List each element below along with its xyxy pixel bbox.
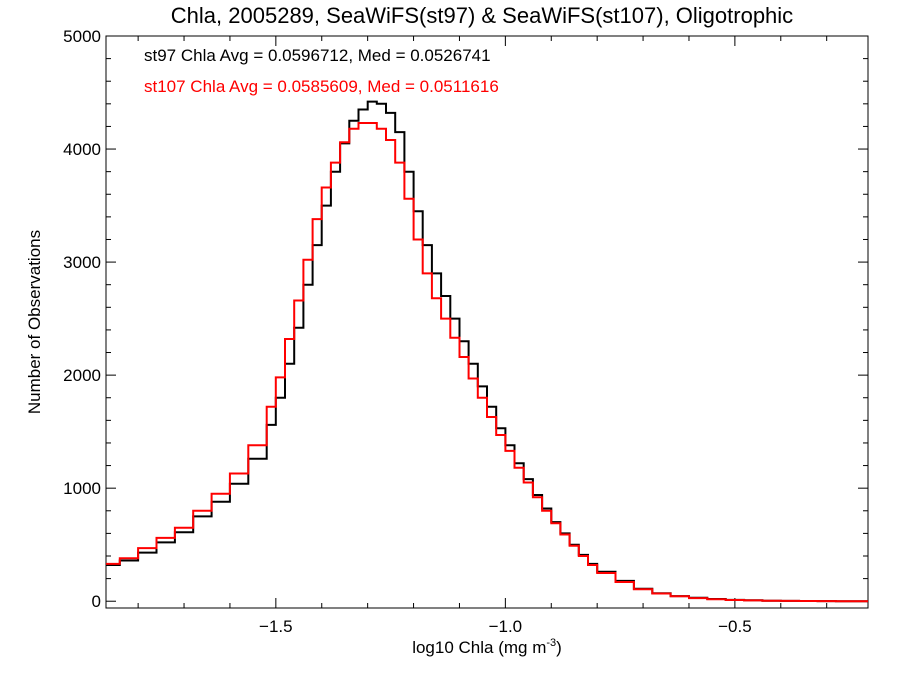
y-tick-label: 0 <box>92 592 101 611</box>
x-axis-label-superscript: -3 <box>546 637 556 649</box>
y-tick-label: 2000 <box>63 366 101 385</box>
series-st107-line <box>106 122 868 603</box>
x-tick-label: −0.5 <box>718 617 752 636</box>
annotation-st97: st97 Chla Avg = 0.0596712, Med = 0.05267… <box>144 46 491 65</box>
y-tick-label: 4000 <box>63 140 101 159</box>
x-tick-label: −1.0 <box>489 617 523 636</box>
axis-tick-labels: −1.5 −1.0 −0.5 0 1000 2000 3000 4000 5000 <box>63 27 751 636</box>
annotation-st107: st107 Chla Avg = 0.0585609, Med = 0.0511… <box>144 77 499 96</box>
chart-title: Chla, 2005289, SeaWiFS(st97) & SeaWiFS(s… <box>171 3 793 28</box>
x-axis-label-text: log10 Chla (mg m <box>412 638 546 657</box>
series-st97-line <box>106 100 868 603</box>
plot-frame <box>105 35 869 609</box>
x-tick-label: −1.5 <box>259 617 293 636</box>
y-axis-label: Number of Observations <box>25 230 44 414</box>
x-axis-label-close: ) <box>556 638 562 657</box>
y-tick-label: 3000 <box>63 253 101 272</box>
x-axis-label: log10 Chla (mg m-3) <box>412 637 562 657</box>
y-tick-label: 1000 <box>63 479 101 498</box>
axis-ticks <box>106 35 868 608</box>
histogram-series <box>106 100 868 603</box>
y-tick-label: 5000 <box>63 27 101 46</box>
